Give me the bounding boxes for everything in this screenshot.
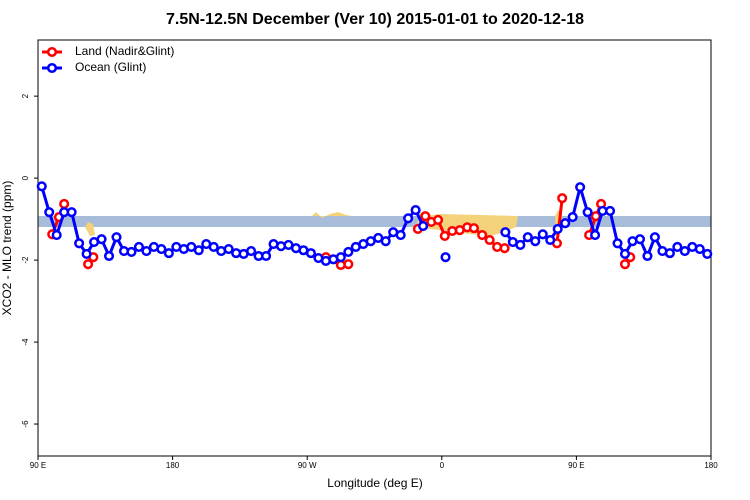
y-tick-label: 0 — [21, 175, 30, 180]
point — [343, 246, 354, 257]
point — [163, 248, 174, 259]
point — [468, 223, 480, 234]
x-tick-label: 90 E — [568, 461, 584, 470]
chart-title: 7.5N-12.5N December (Ver 10) 2015-01-01 … — [166, 11, 584, 28]
point — [619, 248, 631, 259]
point — [156, 243, 167, 255]
point — [649, 232, 660, 243]
point — [403, 213, 414, 224]
point — [193, 245, 204, 256]
point — [141, 246, 152, 257]
point — [619, 259, 631, 270]
point — [44, 207, 55, 218]
point — [642, 250, 653, 262]
point — [440, 252, 451, 263]
point — [477, 230, 488, 241]
legend-marker — [46, 62, 58, 74]
x-tick-label: 90 W — [298, 461, 317, 470]
point — [439, 230, 450, 241]
x-tick-label: 0 — [440, 461, 445, 470]
point — [133, 241, 144, 253]
point — [420, 211, 431, 222]
y-tick-label: 2 — [21, 93, 30, 98]
point — [552, 223, 563, 234]
y-tick-label: -6 — [21, 420, 30, 428]
point — [74, 238, 85, 249]
point — [515, 239, 526, 250]
point — [433, 214, 444, 225]
point — [36, 181, 47, 192]
point — [545, 234, 556, 246]
point — [500, 227, 511, 238]
point — [261, 250, 272, 262]
point — [522, 232, 533, 243]
point — [81, 248, 92, 259]
latitude-band — [38, 216, 711, 227]
point — [499, 243, 510, 254]
point — [126, 246, 137, 257]
point — [66, 207, 77, 218]
point — [51, 230, 62, 241]
point — [380, 236, 391, 247]
point — [672, 241, 683, 253]
point — [582, 207, 593, 218]
point — [575, 182, 586, 193]
point — [679, 246, 690, 257]
y-tick-label: -2 — [21, 256, 30, 264]
x-tick-label: 90 E — [30, 461, 46, 470]
legend-label: Ocean (Glint) — [75, 60, 146, 74]
point — [246, 246, 257, 257]
point — [103, 250, 115, 262]
point — [605, 205, 616, 216]
point — [395, 230, 406, 241]
point — [557, 193, 568, 204]
point — [702, 248, 713, 259]
point — [560, 218, 571, 229]
legend-marker — [46, 46, 58, 58]
x-tick-label: 180 — [704, 461, 718, 470]
point — [83, 259, 94, 270]
point — [410, 205, 421, 216]
point — [484, 234, 495, 246]
legend-label: Land (Nadir&Glint) — [75, 44, 174, 58]
point — [664, 248, 675, 259]
point — [59, 198, 70, 209]
point — [223, 243, 234, 255]
point — [111, 232, 122, 243]
point — [537, 229, 548, 240]
point — [96, 234, 107, 245]
point — [590, 230, 601, 241]
x-tick-label: 180 — [166, 461, 180, 470]
plot-frame — [37, 39, 712, 457]
point — [305, 248, 316, 259]
point — [418, 221, 429, 232]
point — [208, 241, 219, 253]
point — [612, 238, 623, 249]
point — [567, 212, 578, 223]
point — [694, 243, 705, 255]
land-patch — [85, 222, 95, 236]
point — [343, 259, 354, 270]
land-patch — [312, 212, 352, 218]
point — [335, 252, 346, 263]
x-axis-label: Longitude (deg E) — [327, 476, 422, 490]
y-tick-label: -4 — [21, 338, 30, 346]
point — [634, 234, 646, 245]
y-axis-label: XCO2 - MLO trend (ppm) — [0, 181, 14, 316]
point — [530, 236, 541, 247]
